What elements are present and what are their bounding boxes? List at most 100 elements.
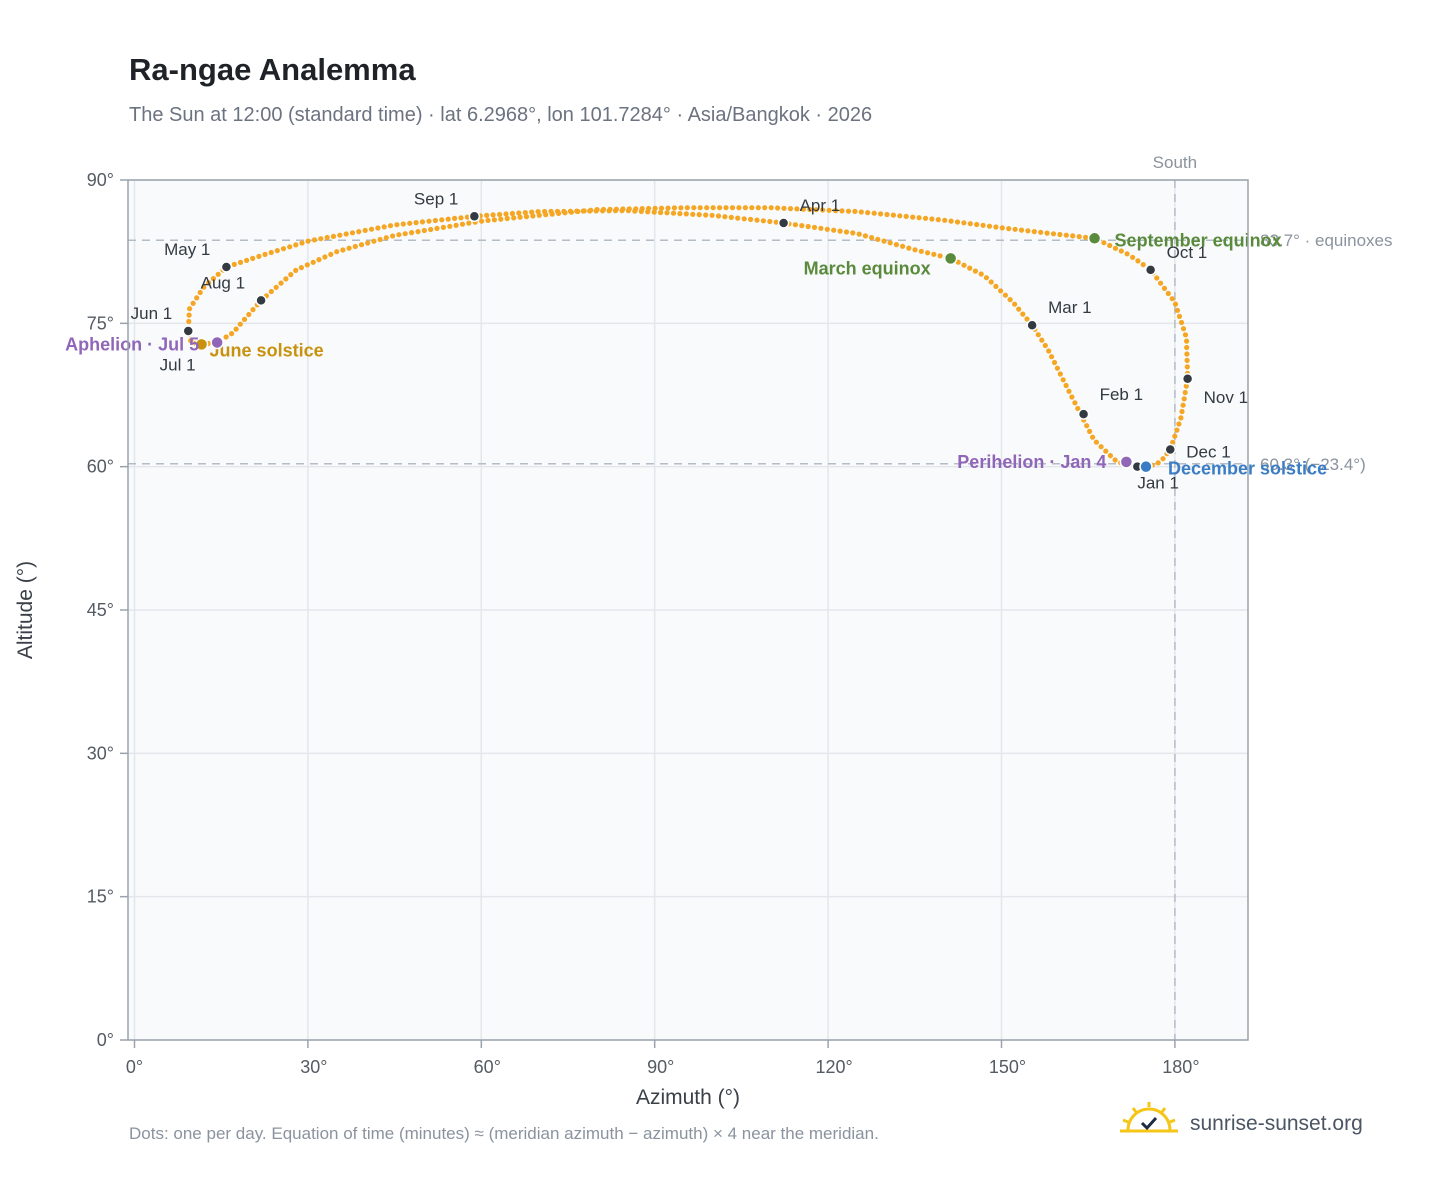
analemma-day-dot [390,233,396,239]
analemma-day-dot [517,214,523,220]
analemma-dots [185,205,1191,470]
analemma-day-dot [491,217,497,223]
analemma-day-dot [330,233,337,239]
analemma-day-dot [858,209,864,215]
analemma-day-dot [1038,229,1044,235]
analemma-day-dot [340,247,346,253]
analemma-day-dot [613,206,620,212]
analemma-day-dot [967,265,973,271]
analemma-day-dot [839,208,845,214]
analemma-day-dot [1084,423,1090,429]
analemma-day-dot [988,279,994,285]
analemma-day-dot [1002,292,1009,298]
analemma-day-dot [588,207,594,213]
analemma-day-dot [871,210,877,216]
analemma-day-dot [283,276,289,282]
analemma-day-dot [884,211,890,218]
analemma-day-dot [503,211,509,217]
analemma-day-dot [383,235,389,241]
analemma-day-dot [365,240,371,246]
x-tick-label: 30° [300,1057,327,1077]
month-label: Jul 1 [160,355,196,374]
analemma-day-dot [1178,415,1184,421]
analemma-day-dot [690,211,696,217]
analemma-day-dot [256,253,262,259]
analemma-day-dot [334,249,340,255]
analemma-day-dot [1076,234,1082,240]
event-label: Perihelion · Jan 4 [957,452,1106,472]
analemma-day-dot [787,206,794,212]
analemma-day-dot [568,209,575,215]
analemma-day-dot [188,338,194,344]
analemma-day-dot [274,248,280,254]
analemma-day-dot [729,205,736,211]
brand-logo[interactable]: sunrise-sunset.org [1120,1100,1390,1150]
analemma-day-dot [387,223,394,229]
analemma-day-dot [1112,245,1119,251]
month-label: Jan 1 [1137,474,1179,493]
analemma-day-dot [556,210,562,216]
analemma-day-dot [639,206,645,212]
month-marker [182,325,195,337]
analemma-day-dot [767,218,773,225]
analemma-day-dot [600,206,607,213]
analemma-day-dot [530,213,536,219]
analemma-day-dot [509,210,515,217]
analemma-day-dot [210,276,216,282]
analemma-day-dot [304,262,310,268]
analemma-day-dot [1049,354,1055,360]
analemma-day-dot [768,205,774,211]
analemma-day-dot [1184,338,1190,344]
analemma-day-dot [445,216,451,222]
analemma-day-dot [1072,400,1078,406]
analemma-day-dot [1075,405,1081,412]
analemma-day-dot [1118,248,1124,254]
analemma-day-dot [1181,396,1187,402]
analemma-day-dot [318,236,324,242]
analemma-day-dot [658,205,665,211]
analemma-day-dot [1165,290,1171,297]
event-marker [1119,455,1134,469]
analemma-day-dot [998,288,1004,294]
analemma-day-dot [197,289,203,296]
chart-subtitle: The Sun at 12:00 (standard time) · lat 6… [129,104,873,126]
analemma-day-dot [811,224,818,230]
analemma-day-dot [187,306,193,312]
analemma-day-dot [1179,408,1185,415]
month-label: Aug 1 [201,273,245,292]
axes: 0° 30° 60° 90° 120° 150° 180° 0° 15° 30° 45° 60° 75°… [14,170,1200,1109]
analemma-day-dot [516,210,522,216]
analemma-day-dot [1169,296,1175,302]
analemma-day-dot [937,253,943,259]
analemma-day-dot [484,212,490,218]
analemma-day-dot [305,238,311,244]
analemma-day-dot [434,225,440,231]
analemma-day-dot [409,230,415,236]
month-marker [1181,373,1194,385]
analemma-day-dot [652,205,658,211]
month-label: Sep 1 [414,189,458,208]
analemma-day-dot [413,220,419,226]
analemma-day-dot [324,234,330,241]
analemma-day-dot [670,210,677,216]
plot-frame [127,179,1249,1041]
month-label: May 1 [164,240,210,259]
x-tick-label: 150° [989,1057,1026,1077]
analemma-day-dot [1012,301,1018,307]
analemma-day-dot [1172,433,1178,439]
south-label: South [1153,153,1197,172]
analemma-day-dot [415,229,421,235]
analemma-day-dot [1024,316,1030,322]
analemma-day-dot [562,210,568,216]
analemma-day-dot [1130,254,1136,260]
analemma-day-dot [358,242,365,248]
analemma-day-dot [278,280,284,286]
analemma-day-dot [1112,457,1118,463]
analemma-day-dot [1174,427,1180,433]
analemma-day-dot [1060,377,1066,383]
analemma-day-dot [381,224,387,230]
analemma-day-dot [999,225,1005,231]
y-tick-label: 45° [87,600,114,620]
month-marker [255,294,267,307]
analemma-day-dot [1107,453,1113,459]
